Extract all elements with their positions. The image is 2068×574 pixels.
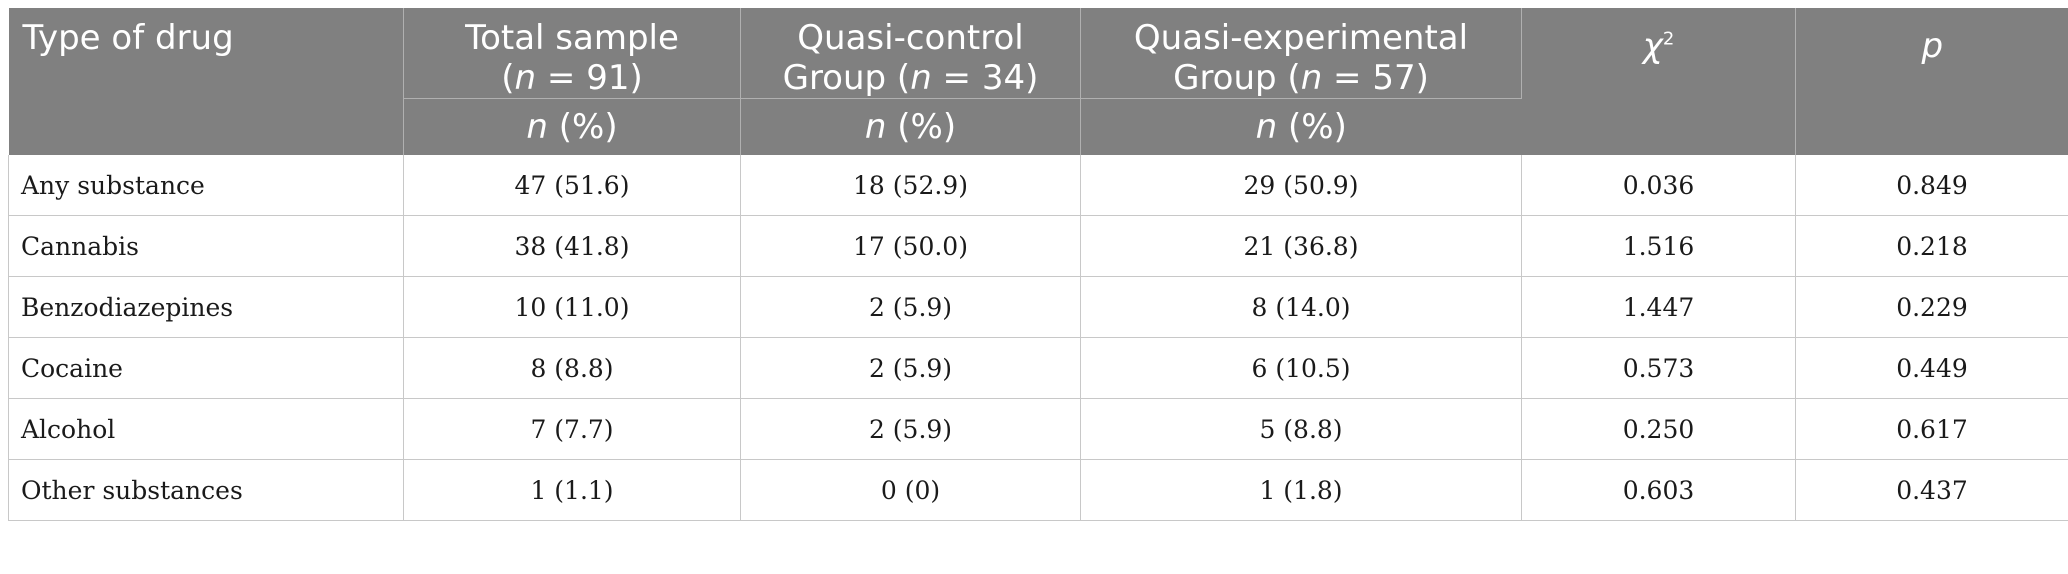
cell-total: 1 (1.1): [403, 459, 741, 521]
cell-experimental: 6 (10.5): [1080, 337, 1522, 399]
cell-p: 0.437: [1795, 459, 2068, 521]
cell-chi2: 1.447: [1521, 276, 1796, 338]
header-quasi-control: Quasi-control Group (n = 34): [740, 8, 1081, 99]
cell-chi2: 0.250: [1521, 398, 1796, 460]
cell-experimental: 5 (8.8): [1080, 398, 1522, 460]
header-quasi-control-n-value: = 34): [931, 58, 1039, 98]
subheader-pct: (%): [1277, 107, 1347, 147]
header-quasi-experimental-line2: Group (: [1173, 58, 1301, 98]
cell-drug: Alcohol: [8, 398, 404, 460]
header-quasi-control-n: n: [910, 58, 932, 98]
cell-chi2: 0.573: [1521, 337, 1796, 399]
cell-chi2: 0.603: [1521, 459, 1796, 521]
cell-drug: Other substances: [8, 459, 404, 521]
header-chi-symbol: χ: [1642, 26, 1663, 66]
header-chi-superscript: 2: [1662, 28, 1675, 50]
subheader-pct: (%): [886, 107, 957, 147]
table-row: Cannabis 38 (41.8) 17 (50.0) 21 (36.8) 1…: [8, 215, 2068, 277]
header-p-label: p: [1921, 26, 1944, 66]
cell-total: 8 (8.8): [403, 337, 741, 399]
cell-chi2: 0.036: [1521, 155, 1796, 216]
cell-control: 2 (5.9): [740, 276, 1081, 338]
header-quasi-control-line2: Group (: [782, 58, 911, 98]
subheader-experimental-n-pct: n (%): [1080, 98, 1522, 155]
cell-p: 0.849: [1795, 155, 2068, 216]
table-row: Alcohol 7 (7.7) 2 (5.9) 5 (8.8) 0.250 0.…: [8, 398, 2068, 460]
cell-experimental: 8 (14.0): [1080, 276, 1522, 338]
cell-total: 47 (51.6): [403, 155, 741, 216]
header-type-of-drug: Type of drug: [8, 8, 404, 155]
header-total-sample: Total sample (n = 91): [403, 8, 741, 99]
header-quasi-experimental-n: n: [1300, 58, 1323, 98]
cell-control: 17 (50.0): [740, 215, 1081, 277]
subheader-n: n: [1255, 107, 1278, 147]
subheader-n: n: [526, 107, 548, 147]
cell-experimental: 21 (36.8): [1080, 215, 1522, 277]
header-quasi-control-line1: Quasi-control: [797, 18, 1024, 58]
cell-drug: Cocaine: [8, 337, 404, 399]
header-chi-square: χ2: [1521, 8, 1796, 155]
cell-p: 0.229: [1795, 276, 2068, 338]
cell-total: 38 (41.8): [403, 215, 741, 277]
table-row: Benzodiazepines 10 (11.0) 2 (5.9) 8 (14.…: [8, 276, 2068, 338]
drug-use-table: Type of drug Total sample (n = 91) Quasi-…: [8, 8, 2068, 521]
table-body: Any substance 47 (51.6) 18 (52.9) 29 (50…: [8, 155, 2068, 521]
header-total-sample-label: Total sample: [465, 18, 679, 58]
header-quasi-experimental-line1: Quasi-experimental: [1133, 18, 1469, 58]
subheader-n: n: [864, 107, 887, 147]
cell-drug: Cannabis: [8, 215, 404, 277]
table-row: Cocaine 8 (8.8) 2 (5.9) 6 (10.5) 0.573 0…: [8, 337, 2068, 399]
cell-drug: Benzodiazepines: [8, 276, 404, 338]
header-quasi-experimental: Quasi-experimental Group (n = 57): [1080, 8, 1522, 99]
subheader-control-n-pct: n (%): [740, 98, 1081, 155]
cell-p: 0.449: [1795, 337, 2068, 399]
cell-p: 0.617: [1795, 398, 2068, 460]
cell-control: 0 (0): [740, 459, 1081, 521]
cell-control: 2 (5.9): [740, 398, 1081, 460]
cell-experimental: 1 (1.8): [1080, 459, 1522, 521]
drug-use-table-container: Type of drug Total sample (n = 91) Quasi-…: [8, 8, 2068, 521]
cell-total: 7 (7.7): [403, 398, 741, 460]
cell-total: 10 (11.0): [403, 276, 741, 338]
table-row: Other substances 1 (1.1) 0 (0) 1 (1.8) 0…: [8, 459, 2068, 521]
header-total-sample-n: n: [514, 58, 537, 98]
subheader-total-n-pct: n (%): [403, 98, 741, 155]
header-p-value: p: [1795, 8, 2068, 155]
header-total-sample-n-value: = 91): [536, 58, 643, 98]
cell-drug: Any substance: [8, 155, 404, 216]
header-quasi-experimental-n-value: = 57): [1322, 58, 1429, 98]
table-row: Any substance 47 (51.6) 18 (52.9) 29 (50…: [8, 155, 2068, 216]
cell-p: 0.218: [1795, 215, 2068, 277]
cell-chi2: 1.516: [1521, 215, 1796, 277]
subheader-pct: (%): [547, 107, 618, 147]
cell-control: 18 (52.9): [740, 155, 1081, 216]
table-header: Type of drug Total sample (n = 91) Quasi-…: [8, 8, 2068, 155]
cell-control: 2 (5.9): [740, 337, 1081, 399]
cell-experimental: 29 (50.9): [1080, 155, 1522, 216]
